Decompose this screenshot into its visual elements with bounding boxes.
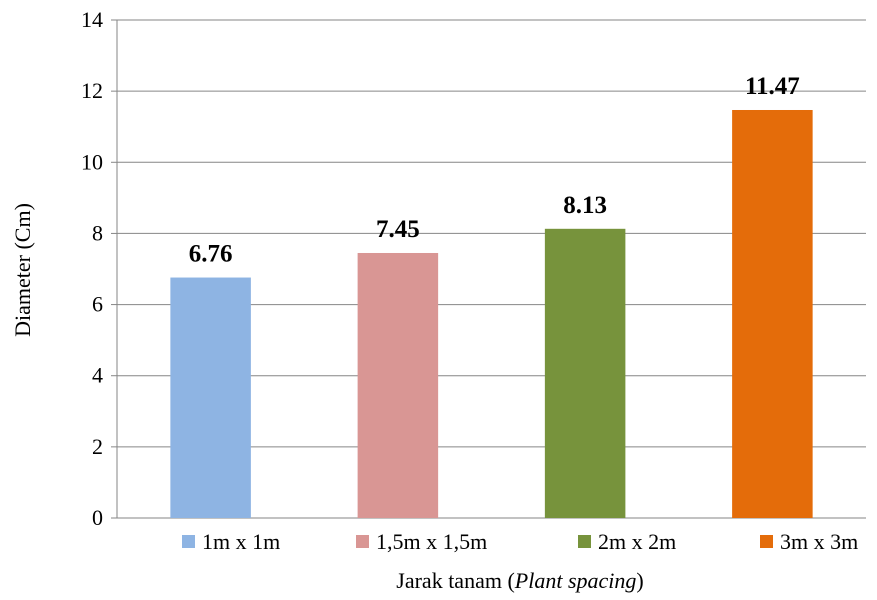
y-tick-label: 10 [81,149,103,174]
data-label: 7.45 [376,216,420,243]
x-axis-title-italic: Plant spacing [514,568,637,593]
y-tick-label: 4 [92,363,103,388]
y-tick-labels: 0 2 4 6 8 10 12 14 [81,7,103,530]
y-tick-label: 6 [92,292,103,317]
y-axis-title: Diameter (Cm) [10,203,35,337]
data-label: 6.76 [189,241,233,268]
y-tick-label: 12 [81,78,103,103]
legend-label: 3m x 3m [780,529,858,554]
legend-swatch [578,535,591,548]
legend-label: 1m x 1m [202,529,280,554]
data-label: 8.13 [563,192,607,219]
x-axis-title-close: ) [636,568,643,593]
data-labels: 6.76 7.45 8.13 11.47 [189,73,800,268]
bar [170,277,251,518]
legend: 1m x 1m 1,5m x 1,5m 2m x 2m 3m x 3m [182,529,858,554]
legend-swatch [182,535,195,548]
y-tick-label: 0 [92,505,103,530]
data-label: 11.47 [745,73,800,100]
x-axis-title: Jarak tanam (Plant spacing) [396,568,643,593]
legend-label: 2m x 2m [598,529,676,554]
bar [732,109,813,518]
legend-swatch [760,535,773,548]
bars [170,109,813,518]
y-tick-label: 14 [81,7,103,32]
bar [544,228,626,518]
y-tick-label: 8 [92,220,103,245]
y-tick-label: 2 [92,434,103,459]
legend-label: 1,5m x 1,5m [376,529,487,554]
x-axis-title-plain: Jarak tanam ( [396,568,515,593]
legend-swatch [356,535,369,548]
bar [357,252,439,518]
